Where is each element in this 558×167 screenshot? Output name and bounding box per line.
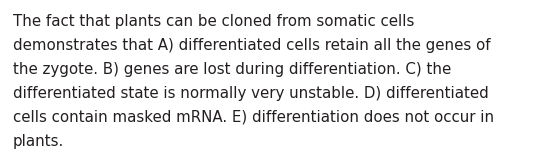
Text: cells contain masked mRNA. E) differentiation does not occur in: cells contain masked mRNA. E) differenti… <box>13 110 494 125</box>
Text: plants.: plants. <box>13 134 64 149</box>
Text: The fact that plants can be cloned from somatic cells: The fact that plants can be cloned from … <box>13 14 415 29</box>
Text: demonstrates that A) differentiated cells retain all the genes of: demonstrates that A) differentiated cell… <box>13 38 490 53</box>
Text: the zygote. B) genes are lost during differentiation. C) the: the zygote. B) genes are lost during dif… <box>13 62 451 77</box>
Text: differentiated state is normally very unstable. D) differentiated: differentiated state is normally very un… <box>13 86 489 101</box>
